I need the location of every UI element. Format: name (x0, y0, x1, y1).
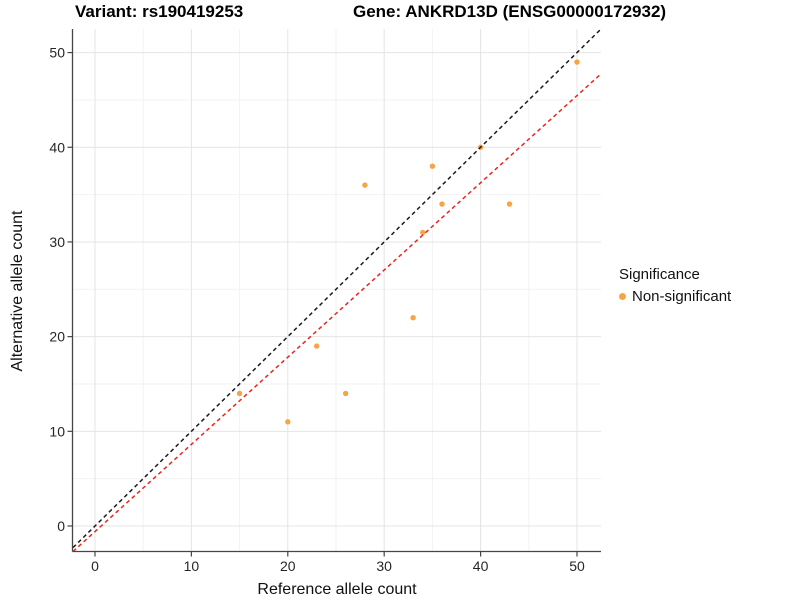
y-tick-label: 0 (57, 518, 65, 534)
data-point (420, 229, 426, 236)
data-point (574, 59, 580, 65)
y-tick-label: 50 (49, 45, 65, 61)
identity-line (73, 29, 601, 549)
y-tick-label: 30 (49, 234, 65, 250)
x-tick-label: 50 (569, 558, 585, 574)
y-tick-label: 40 (49, 139, 65, 155)
plot-title-gene: Gene: ANKRD13D (ENSG00000172932) (353, 2, 667, 21)
data-point (506, 201, 513, 207)
legend-item-label: Non-significant (632, 288, 732, 305)
fit-line (73, 73, 601, 551)
y-tick-label: 20 (49, 329, 65, 345)
data-point (342, 390, 349, 397)
x-tick-label: 40 (473, 558, 489, 574)
legend-point-icon (619, 293, 626, 300)
data-point (285, 419, 291, 425)
data-point (410, 314, 416, 321)
legend: Significance Non-significant (619, 266, 731, 305)
plot-title-variant: Variant: rs190419253 (75, 2, 244, 21)
data-point (362, 182, 368, 188)
x-tick-label: 0 (91, 558, 99, 574)
legend-title: Significance (619, 266, 700, 283)
data-point (314, 343, 320, 349)
x-axis-title: Reference allele count (257, 581, 417, 598)
x-tick-label: 30 (376, 558, 392, 574)
legend-item-non-significant: Non-significant (619, 288, 731, 305)
x-tick-label: 20 (280, 558, 296, 574)
y-tick-label: 10 (49, 423, 65, 439)
x-tick-label: 10 (184, 558, 200, 574)
data-point (236, 390, 243, 397)
data-point (429, 163, 436, 169)
data-point (439, 201, 445, 207)
